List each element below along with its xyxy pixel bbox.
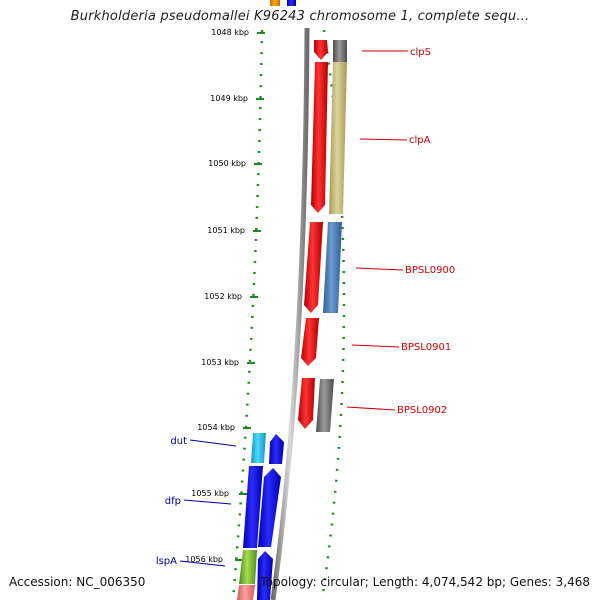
leader-clpA: [359, 138, 408, 141]
label-clpA[interactable]: clpA: [409, 135, 431, 146]
axis-label-1050: 1050 kbp: [208, 159, 246, 168]
axis-label-1052: 1052 kbp: [204, 292, 242, 301]
leader-dut: [189, 439, 237, 447]
chromosome-backbone: [270, 27, 310, 600]
gene-dut[interactable]: [269, 434, 284, 464]
axis-label-1055: 1055 kbp: [191, 489, 229, 498]
cds-grey-top[interactable]: [333, 40, 347, 62]
gene-BPSL0902[interactable]: [298, 378, 315, 429]
axis-label-1054: 1054 kbp: [197, 423, 235, 432]
cds-green[interactable]: [239, 550, 257, 584]
label-dut[interactable]: dut: [170, 436, 187, 447]
cds-khaki[interactable]: [329, 62, 347, 214]
left-tick-track: [231, 29, 264, 600]
cds-blue-long[interactable]: [243, 466, 263, 548]
label-lspA[interactable]: lspA: [156, 556, 177, 567]
cds-cyan[interactable]: [251, 433, 266, 463]
axis-label-1048: 1048 kbp: [211, 28, 249, 37]
label-BPSL0902[interactable]: BPSL0902: [397, 405, 447, 416]
axis-ticks: [235, 32, 265, 561]
leader-BPSL0902: [346, 406, 396, 411]
axis-label-1056: 1056 kbp: [185, 555, 223, 564]
cds-grey-bottom[interactable]: [316, 379, 334, 432]
gene-clpS[interactable]: [314, 40, 328, 60]
cds-steelblue[interactable]: [323, 222, 342, 313]
label-clpS[interactable]: clpS: [410, 47, 431, 58]
gene-lspA[interactable]: [257, 551, 273, 600]
feature-partial-orange[interactable]: [270, 0, 280, 6]
axis-label-1051: 1051 kbp: [207, 226, 245, 235]
leader-BPSL0901: [351, 344, 400, 348]
label-BPSL0901[interactable]: BPSL0901: [401, 342, 451, 353]
gene-BPSL0900[interactable]: [304, 222, 323, 313]
gene-BPSL0901[interactable]: [301, 318, 319, 366]
feature-partial-blue[interactable]: [287, 0, 296, 6]
label-BPSL0900[interactable]: BPSL0900: [405, 265, 455, 276]
gene-clpA[interactable]: [311, 62, 328, 213]
map-title: Burkholderia pseudomallei K96243 chromos…: [70, 9, 530, 24]
accession-text: Accession: NC_006350: [9, 575, 146, 589]
genome-summary-text: Topology: circular; Length: 4,074,542 bp…: [260, 575, 590, 589]
cds-salmon[interactable]: [237, 585, 255, 600]
leader-lspA: [179, 560, 226, 567]
gene-dfp[interactable]: [258, 468, 281, 547]
label-dfp[interactable]: dfp: [165, 496, 181, 507]
leader-dfp: [183, 499, 232, 505]
axis-label-1053: 1053 kbp: [201, 358, 239, 367]
axis-label-1049: 1049 kbp: [210, 94, 248, 103]
leader-BPSL0900: [355, 267, 404, 271]
